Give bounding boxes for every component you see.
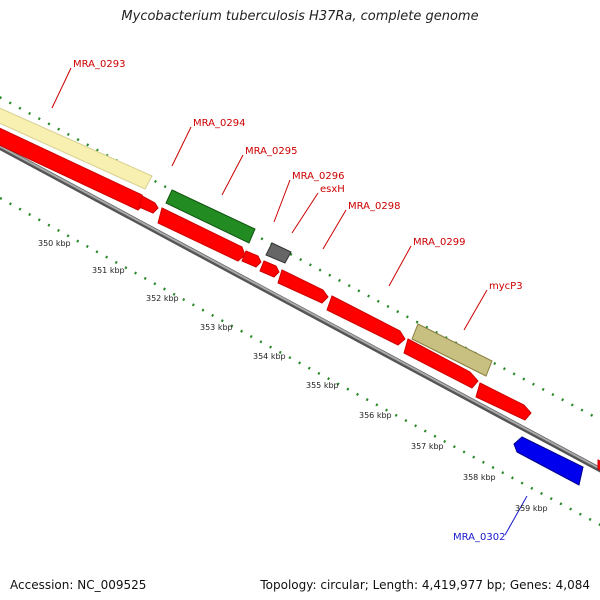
scale-label: 354 kbp xyxy=(253,352,286,361)
map-title: Mycobacterium tuberculosis H37Ra, comple… xyxy=(121,9,479,24)
green-feature-mra0295[interactable] xyxy=(165,189,256,244)
topology-text: Topology: circular; Length: 4,419,977 bp… xyxy=(260,578,590,592)
gene-label-mra0294[interactable]: MRA_0294 xyxy=(193,118,245,129)
gene-label-mra0295[interactable]: MRA_0295 xyxy=(245,146,297,157)
pale-feature-mra0293[interactable] xyxy=(0,106,153,190)
scale-label: 351 kbp xyxy=(92,266,125,275)
genome-backbone-highlight xyxy=(0,145,600,470)
scale-label: 357 kbp xyxy=(411,442,444,451)
cds-small-red-1[interactable] xyxy=(138,195,159,214)
gene-label-mycp3[interactable]: mycP3 xyxy=(489,281,523,292)
inner-tick-ring xyxy=(0,196,600,527)
cds-small-red-2[interactable] xyxy=(241,250,262,268)
cds-mra0294-red[interactable] xyxy=(157,207,246,262)
gene-label-mra0298[interactable]: MRA_0298 xyxy=(348,201,400,212)
gene-label-esxh[interactable]: esxH xyxy=(320,184,345,195)
scale-label: 355 kbp xyxy=(306,381,339,390)
cds-red-3[interactable] xyxy=(403,338,479,389)
leader-lines xyxy=(51,67,528,536)
cds-mra0299-red[interactable] xyxy=(326,295,406,346)
genome-backbone xyxy=(0,144,600,473)
cds-red-4[interactable] xyxy=(475,382,532,421)
outer-tick-ring xyxy=(0,95,600,422)
olive-feature-mycp3[interactable] xyxy=(411,323,493,377)
scale-label: 352 kbp xyxy=(146,294,179,303)
gene-label-mra0293[interactable]: MRA_0293 xyxy=(73,59,125,70)
accession-text: Accession: NC_009525 xyxy=(10,578,147,592)
cds-mra0298-red[interactable] xyxy=(277,269,329,304)
cds-mra0302-blue[interactable] xyxy=(513,436,584,486)
scale-label: 359 kbp xyxy=(515,504,548,513)
gene-label-mra0302[interactable]: MRA_0302 xyxy=(453,532,505,543)
scale-label: 358 kbp xyxy=(463,473,496,482)
scale-label: 353 kbp xyxy=(200,323,233,332)
gene-label-mra0296[interactable]: MRA_0296 xyxy=(292,171,344,182)
gene-label-mra0299[interactable]: MRA_0299 xyxy=(413,237,465,248)
gray-feature-mra0296[interactable] xyxy=(265,242,292,264)
cds-esxh-red[interactable] xyxy=(259,260,280,278)
scale-label: 356 kbp xyxy=(359,411,392,420)
scale-label: 350 kbp xyxy=(38,239,71,248)
